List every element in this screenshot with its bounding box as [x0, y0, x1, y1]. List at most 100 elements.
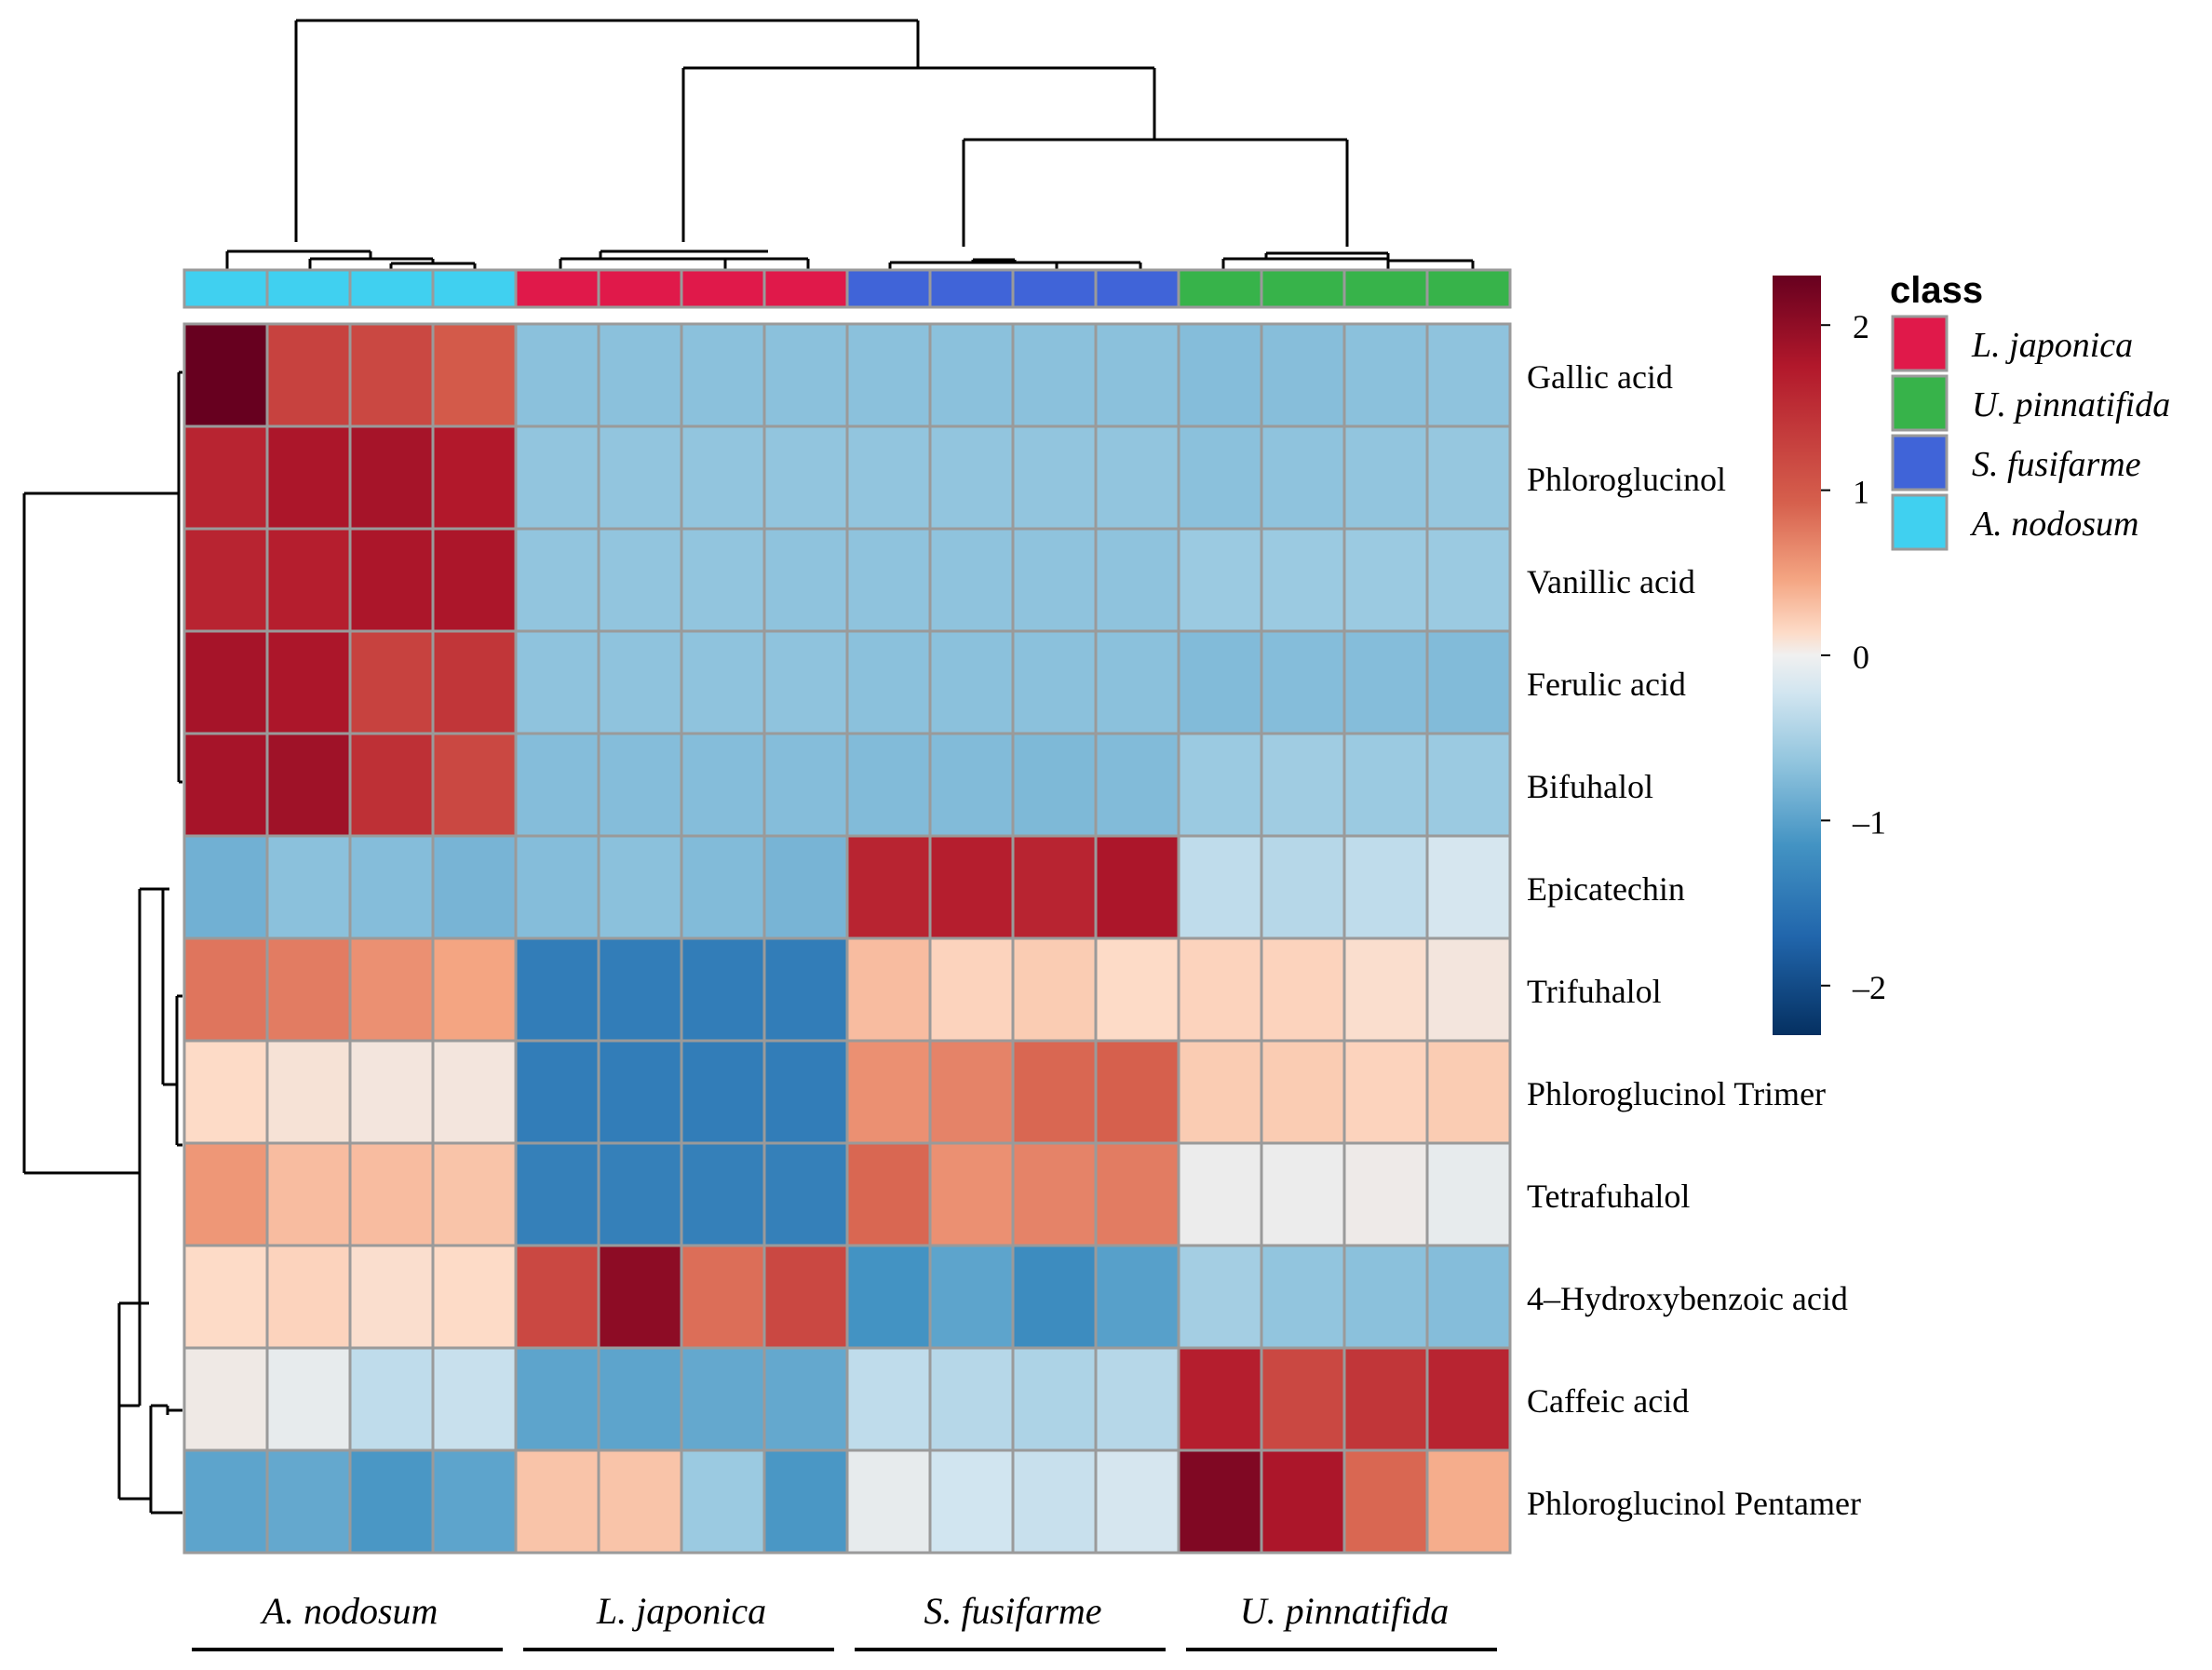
- legend-swatch: [1891, 315, 1949, 372]
- heatmap-cell: [680, 527, 766, 633]
- legend-label: L. japonica: [1971, 326, 2133, 365]
- class-cell: [514, 268, 600, 309]
- heatmap-cell: [928, 732, 1015, 838]
- heatmap-cell: [680, 424, 766, 531]
- heatmap-cell: [1425, 732, 1512, 838]
- heatmap-cell: [348, 732, 435, 838]
- heatmap-cell: [1177, 424, 1263, 531]
- heatmap-cell: [348, 1244, 435, 1350]
- heatmap-cell: [928, 1448, 1015, 1555]
- heatmap-cell: [1342, 834, 1429, 940]
- heatmap-cell: [1425, 1039, 1512, 1145]
- heatmap-cell: [1425, 424, 1512, 531]
- heatmap-cell: [182, 834, 269, 940]
- heatmap-cell: [1011, 936, 1098, 1043]
- heatmap-cell: [265, 629, 352, 735]
- heatmap-cell: [762, 1141, 849, 1247]
- heatmap-cell: [928, 527, 1015, 633]
- heatmap-cell: [928, 1141, 1015, 1247]
- heatmap-cell: [1260, 936, 1346, 1043]
- heatmap-cell: [1094, 1039, 1180, 1145]
- heatmap-cell: [1260, 834, 1346, 940]
- heatmap-cell: [431, 1346, 518, 1452]
- heatmap-cell: [182, 424, 269, 531]
- heatmap-cell: [1177, 1346, 1263, 1452]
- heatmap-cell: [597, 1244, 683, 1350]
- heatmap-cell: [762, 1244, 849, 1350]
- heatmap-cell: [1094, 1448, 1180, 1555]
- heatmap-cell: [762, 1039, 849, 1145]
- heatmap-cell: [348, 322, 435, 428]
- heatmap-cell: [431, 322, 518, 428]
- heatmap-cell: [845, 322, 932, 428]
- heatmap-cell: [348, 424, 435, 531]
- heatmap-cell: [928, 1244, 1015, 1350]
- heatmap-cell: [1342, 424, 1429, 531]
- heatmap-cell: [348, 629, 435, 735]
- class-cell: [1260, 268, 1346, 309]
- row-label: Bifuhalol: [1527, 768, 1653, 805]
- heatmap-cell: [928, 424, 1015, 531]
- heatmap-cell: [680, 936, 766, 1043]
- heatmap-cell: [1260, 1448, 1346, 1555]
- heatmap-cell: [182, 732, 269, 838]
- heatmap-cell: [1177, 936, 1263, 1043]
- class-cell: [845, 268, 932, 309]
- heatmap-cell: [265, 936, 352, 1043]
- class-cell: [348, 268, 435, 309]
- colorbar-tick-label: –2: [1852, 969, 1886, 1006]
- colorbar-tick-label: 1: [1853, 474, 1869, 511]
- heatmap-cell: [348, 1141, 435, 1247]
- heatmap-cell: [597, 936, 683, 1043]
- heatmap-cell: [1342, 527, 1429, 633]
- heatmap-cell: [1342, 1039, 1429, 1145]
- heatmap-cell: [1177, 1448, 1263, 1555]
- heatmap-cell: [431, 1039, 518, 1145]
- row-label: Phloroglucinol Trimer: [1527, 1075, 1826, 1112]
- heatmap-cell: [928, 322, 1015, 428]
- heatmap-cell: [1177, 834, 1263, 940]
- heatmap-cell: [265, 1039, 352, 1145]
- heatmap-cell: [265, 1346, 352, 1452]
- class-cell: [431, 268, 518, 309]
- group-label: U. pinnatifida: [1240, 1590, 1449, 1632]
- heatmap-cell: [928, 629, 1015, 735]
- heatmap-cell: [928, 1346, 1015, 1452]
- heatmap-cell: [1177, 1141, 1263, 1247]
- heatmap-cell: [1425, 1448, 1512, 1555]
- heatmap-cell: [265, 1448, 352, 1555]
- legend-label: A. nodosum: [1969, 505, 2138, 544]
- legend-swatch: [1891, 434, 1949, 492]
- heatmap-cell: [514, 834, 600, 940]
- row-dendrogram: [22, 370, 182, 1515]
- heatmap-cell: [1094, 1141, 1180, 1247]
- heatmap-cell: [182, 629, 269, 735]
- colorbar-tick-label: –1: [1852, 803, 1886, 841]
- row-label: Trifuhalol: [1527, 973, 1662, 1010]
- heatmap-cell: [597, 629, 683, 735]
- heatmap-cell: [1342, 1448, 1429, 1555]
- heatmap-cell: [1260, 322, 1346, 428]
- heatmap-cell: [1011, 1448, 1098, 1555]
- heatmap-cell: [680, 322, 766, 428]
- heatmap-cell: [680, 1039, 766, 1145]
- heatmap-cell: [845, 1346, 932, 1452]
- group-label: A. nodosum: [260, 1590, 438, 1632]
- legend-swatch: [1891, 374, 1949, 432]
- heatmap-cell: [762, 936, 849, 1043]
- row-labels: Gallic acid Phloroglucinol Vanillic acid Fe…: [1527, 358, 1861, 1522]
- heatmap-cell: [1342, 629, 1429, 735]
- heatmap-cell: [845, 732, 932, 838]
- heatmap-cell: [514, 1039, 600, 1145]
- heatmap-cell: [514, 1448, 600, 1555]
- heatmap-cell: [348, 834, 435, 940]
- heatmap-cell: [1260, 1346, 1346, 1452]
- heatmap-cell: [265, 732, 352, 838]
- heatmap-cell: [1011, 1244, 1098, 1350]
- heatmap-cell: [1094, 322, 1180, 428]
- heatmap-cell: [1177, 322, 1263, 428]
- heatmap-cell: [1342, 1141, 1429, 1247]
- heatmap-cell: [680, 732, 766, 838]
- heatmap-cell: [680, 629, 766, 735]
- heatmap-cell: [762, 834, 849, 940]
